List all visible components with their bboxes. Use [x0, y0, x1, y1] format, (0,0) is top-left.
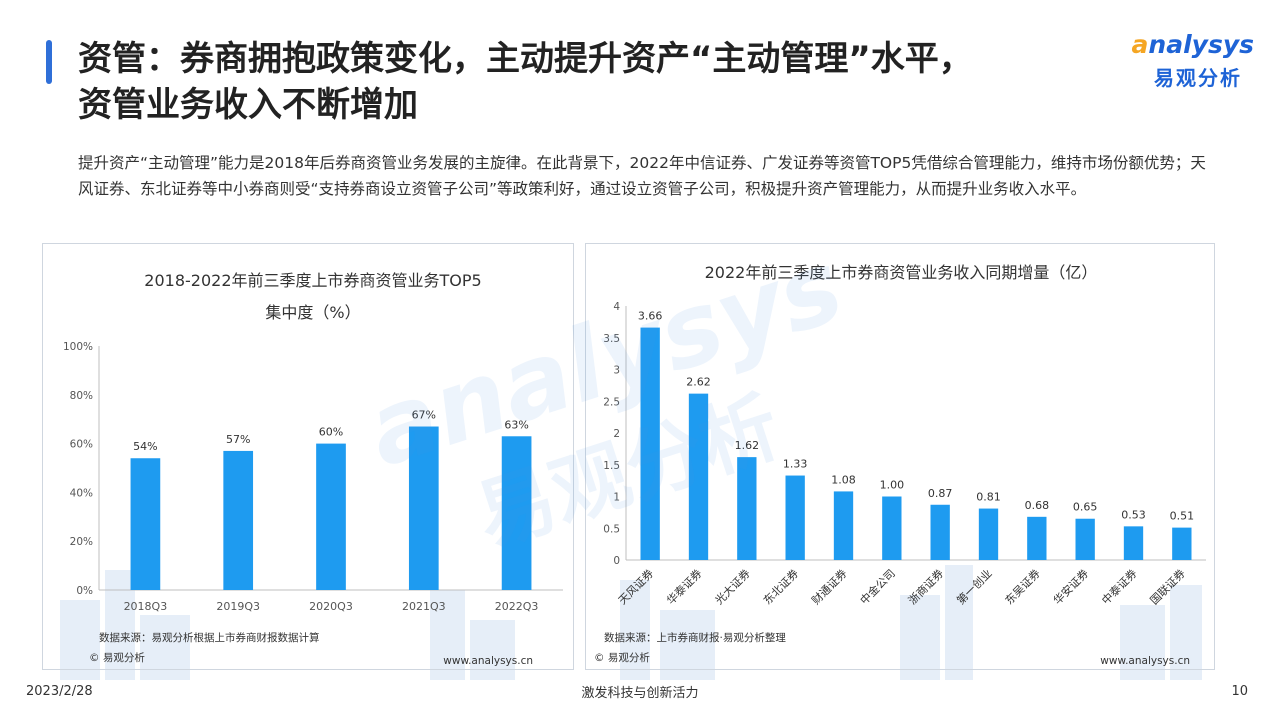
chart-source: 数据来源：上市券商财报·易观分析整理: [604, 631, 786, 644]
chart-site: www.analysys.cn: [443, 655, 533, 667]
chart-site: www.analysys.cn: [1100, 655, 1190, 667]
y-tick-label: 1.5: [603, 460, 620, 472]
chart-top5-concentration: 2018-2022年前三季度上市券商资管业务TOP5 集中度（%） 0% 20% 40%…: [63, 271, 563, 667]
chart-copyright: © 易观分析: [89, 651, 145, 664]
data-label: 60%: [319, 426, 343, 439]
y-tick-label: 20%: [70, 536, 93, 548]
bar-2022Q3: [501, 436, 532, 590]
bar-东吴证券: [1027, 516, 1047, 560]
data-label: 1.62: [735, 439, 760, 452]
data-label: 1.08: [831, 473, 856, 486]
chart-revenue-increase: 2022年前三季度上市券商资管业务收入同期增量（亿）00.511.522.533…: [594, 263, 1206, 667]
data-label: 0.51: [1170, 510, 1195, 523]
chart-title-line: 2018-2022年前三季度上市券商资管业务TOP5: [144, 271, 481, 290]
chart-panel-revenue-increase: 2022年前三季度上市券商资管业务收入同期增量（亿） 0 0.5 1 1.5 2 2.5 3 3…: [585, 243, 1215, 670]
footer-slogan: 激发科技与创新活力: [581, 686, 699, 701]
x-tick-label: 华泰证券: [664, 566, 705, 607]
y-tick-label: 80%: [70, 390, 93, 402]
bar-东北证券: [785, 475, 805, 560]
chart-copyright: © 易观分析: [594, 651, 650, 664]
x-tick-label: 2021Q3: [402, 600, 446, 613]
data-label: 0.68: [1025, 499, 1050, 512]
x-tick-label: 光大证券: [712, 566, 753, 607]
bar-光大证券: [737, 457, 757, 560]
bar-华泰证券: [688, 393, 709, 560]
x-tick-label: 第一创业: [954, 566, 995, 607]
data-label: 0.87: [928, 487, 953, 500]
analysys-logo: analysys 易观分析: [1124, 30, 1254, 92]
x-tick-label: 华安证券: [1050, 566, 1091, 607]
chart-title-line: 集中度（%）: [265, 303, 360, 322]
bar-浙商证券: [930, 504, 950, 560]
y-tick-label: 2.5: [603, 396, 620, 408]
bar-2020Q3: [316, 443, 346, 590]
logo-wordmark: analysys: [1131, 30, 1254, 59]
data-label: 0.81: [976, 491, 1001, 504]
bar-华安证券: [1075, 518, 1095, 560]
x-tick-label: 东北证券: [760, 566, 801, 607]
x-tick-label: 东吴证券: [1002, 566, 1043, 607]
chart-panel-top5-concentration: 2018-2022年前三季度上市券商资管业务TOP5 集中度（%） 0% 20% 40%…: [42, 243, 574, 670]
x-tick-label: 财通证券: [809, 566, 850, 607]
chart-source: 数据来源：易观分析根据上市券商财报数据计算: [99, 631, 320, 644]
x-tick-label: 中泰证券: [1099, 566, 1140, 607]
logo-chinese: 易观分析: [1154, 66, 1242, 90]
x-tick-label: 2018Q3: [124, 600, 168, 613]
data-label: 3.66: [638, 310, 663, 323]
footer-date: 2023/2/28: [26, 684, 93, 699]
bar-中金公司: [882, 496, 902, 560]
y-tick-label: 100%: [63, 341, 93, 353]
data-label: 54%: [133, 440, 157, 453]
bar-中泰证券: [1123, 526, 1144, 560]
x-tick-label: 2019Q3: [216, 600, 260, 613]
bar-国联证券: [1172, 527, 1192, 560]
y-tick-label: 40%: [70, 487, 93, 499]
y-tick-label: 4: [613, 301, 620, 313]
bar-天风证券: [640, 327, 660, 560]
y-tick-label: 3: [613, 365, 620, 377]
intro-paragraph: 提升资产“主动管理”能力是2018年后券商资管业务发展的主旋律。在此背景下，20…: [78, 154, 1206, 198]
y-tick-label: 60%: [70, 439, 93, 451]
bar-2018Q3: [130, 458, 161, 590]
y-tick-label: 1: [613, 492, 620, 504]
bar-2021Q3: [408, 426, 439, 590]
y-tick-label: 0: [613, 555, 620, 567]
page-title: 资管：券商拥抱政策变化，主动提升资产“主动管理”水平， 资管业务收入不断增加: [78, 36, 1118, 128]
bar-财通证券: [833, 491, 854, 560]
bar-第一创业: [978, 508, 999, 560]
page-title-line-2: 资管业务收入不断增加: [78, 85, 418, 125]
page-title-line-1: 资管：券商拥抱政策变化，主动提升资产“主动管理”水平，: [78, 39, 973, 79]
x-tick-label: 2020Q3: [309, 600, 353, 613]
title-accent-bar: [46, 40, 52, 84]
chart-title-line: 2022年前三季度上市券商资管业务收入同期增量（亿）: [705, 263, 1098, 282]
y-tick-label: 0%: [76, 585, 93, 597]
data-label: 57%: [226, 433, 250, 446]
data-label: 2.62: [686, 376, 711, 389]
x-tick-label: 天风证券: [615, 566, 656, 607]
data-label: 1.00: [880, 479, 905, 492]
page-number: 10: [1231, 684, 1248, 699]
data-label: 1.33: [783, 458, 808, 471]
y-tick-label: 3.5: [603, 333, 620, 345]
x-tick-label: 浙商证券: [905, 566, 946, 607]
data-label: 63%: [504, 418, 528, 431]
x-tick-label: 国联证券: [1147, 566, 1188, 607]
data-label: 0.65: [1073, 501, 1098, 514]
y-tick-label: 0.5: [603, 523, 620, 535]
x-tick-label: 2022Q3: [495, 600, 539, 613]
data-label: 0.53: [1121, 508, 1146, 521]
bar-2019Q3: [223, 450, 254, 590]
y-tick-label: 2: [613, 428, 620, 440]
data-label: 67%: [412, 409, 436, 422]
x-tick-label: 中金公司: [857, 566, 898, 607]
